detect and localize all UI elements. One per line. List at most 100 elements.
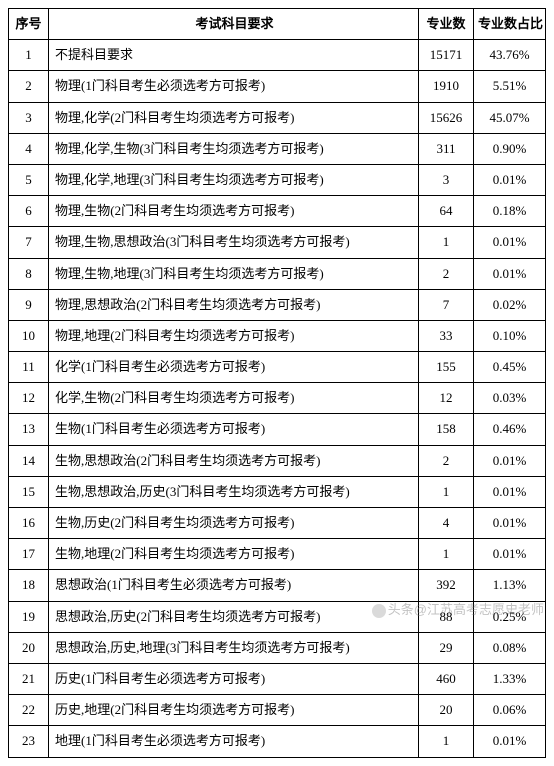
cell-seq: 8	[9, 258, 49, 289]
cell-requirement: 物理,生物,地理(3门科目考生均须选考方可报考)	[49, 258, 419, 289]
table-row: 4物理,化学,生物(3门科目考生均须选考方可报考)3110.90%	[9, 133, 546, 164]
cell-count: 1910	[419, 71, 474, 102]
cell-count: 1	[419, 539, 474, 570]
cell-percent: 1.33%	[474, 663, 546, 694]
cell-percent: 0.01%	[474, 726, 546, 757]
cell-requirement: 化学(1门科目考生必须选考方可报考)	[49, 352, 419, 383]
cell-seq: 6	[9, 196, 49, 227]
cell-count: 15626	[419, 102, 474, 133]
table-row: 15生物,思想政治,历史(3门科目考生均须选考方可报考)10.01%	[9, 476, 546, 507]
cell-seq: 10	[9, 320, 49, 351]
cell-percent: 0.10%	[474, 320, 546, 351]
cell-requirement: 不提科目要求	[49, 40, 419, 71]
table-row: 8物理,生物,地理(3门科目考生均须选考方可报考)20.01%	[9, 258, 546, 289]
cell-count: 311	[419, 133, 474, 164]
cell-seq: 16	[9, 508, 49, 539]
cell-count: 3	[419, 164, 474, 195]
cell-requirement: 生物,历史(2门科目考生均须选考方可报考)	[49, 508, 419, 539]
table-row: 20思想政治,历史,地理(3门科目考生均须选考方可报考)290.08%	[9, 632, 546, 663]
cell-requirement: 物理,地理(2门科目考生均须选考方可报考)	[49, 320, 419, 351]
cell-seq: 20	[9, 632, 49, 663]
cell-percent: 0.02%	[474, 289, 546, 320]
cell-count: 29	[419, 632, 474, 663]
header-percent: 专业数占比	[474, 9, 546, 40]
cell-requirement: 物理,化学(2门科目考生均须选考方可报考)	[49, 102, 419, 133]
table-row: 17生物,地理(2门科目考生均须选考方可报考)10.01%	[9, 539, 546, 570]
table-row: 1不提科目要求1517143.76%	[9, 40, 546, 71]
cell-count: 2	[419, 258, 474, 289]
cell-percent: 0.01%	[474, 164, 546, 195]
cell-seq: 14	[9, 445, 49, 476]
cell-seq: 3	[9, 102, 49, 133]
table-row: 3物理,化学(2门科目考生均须选考方可报考)1562645.07%	[9, 102, 546, 133]
cell-seq: 5	[9, 164, 49, 195]
cell-count: 4	[419, 508, 474, 539]
cell-requirement: 思想政治(1门科目考生必须选考方可报考)	[49, 570, 419, 601]
cell-requirement: 思想政治,历史,地理(3门科目考生均须选考方可报考)	[49, 632, 419, 663]
cell-percent: 0.01%	[474, 445, 546, 476]
cell-count: 155	[419, 352, 474, 383]
cell-count: 2	[419, 445, 474, 476]
cell-percent: 1.13%	[474, 570, 546, 601]
cell-percent: 43.76%	[474, 40, 546, 71]
cell-seq: 19	[9, 601, 49, 632]
cell-seq: 2	[9, 71, 49, 102]
cell-requirement: 物理,生物,思想政治(3门科目考生均须选考方可报考)	[49, 227, 419, 258]
cell-percent: 0.06%	[474, 695, 546, 726]
table-row: 6物理,生物(2门科目考生均须选考方可报考)640.18%	[9, 196, 546, 227]
table-row: 16生物,历史(2门科目考生均须选考方可报考)40.01%	[9, 508, 546, 539]
cell-seq: 21	[9, 663, 49, 694]
table-row: 9物理,思想政治(2门科目考生均须选考方可报考)70.02%	[9, 289, 546, 320]
cell-requirement: 地理(1门科目考生必须选考方可报考)	[49, 726, 419, 757]
header-requirement: 考试科目要求	[49, 9, 419, 40]
cell-percent: 0.08%	[474, 632, 546, 663]
cell-seq: 18	[9, 570, 49, 601]
cell-requirement: 生物,思想政治,历史(3门科目考生均须选考方可报考)	[49, 476, 419, 507]
cell-requirement: 思想政治,历史(2门科目考生均须选考方可报考)	[49, 601, 419, 632]
table-row: 11化学(1门科目考生必须选考方可报考)1550.45%	[9, 352, 546, 383]
cell-percent: 0.45%	[474, 352, 546, 383]
cell-count: 88	[419, 601, 474, 632]
cell-seq: 7	[9, 227, 49, 258]
table-row: 19思想政治,历史(2门科目考生均须选考方可报考)880.25%	[9, 601, 546, 632]
cell-requirement: 生物,思想政治(2门科目考生均须选考方可报考)	[49, 445, 419, 476]
table-row: 18思想政治(1门科目考生必须选考方可报考)3921.13%	[9, 570, 546, 601]
cell-requirement: 物理(1门科目考生必须选考方可报考)	[49, 71, 419, 102]
cell-percent: 0.01%	[474, 508, 546, 539]
cell-percent: 0.01%	[474, 227, 546, 258]
cell-percent: 0.01%	[474, 476, 546, 507]
cell-count: 158	[419, 414, 474, 445]
cell-seq: 9	[9, 289, 49, 320]
cell-count: 64	[419, 196, 474, 227]
cell-percent: 0.18%	[474, 196, 546, 227]
cell-seq: 22	[9, 695, 49, 726]
table-row: 2物理(1门科目考生必须选考方可报考)19105.51%	[9, 71, 546, 102]
cell-requirement: 生物(1门科目考生必须选考方可报考)	[49, 414, 419, 445]
cell-requirement: 物理,化学,地理(3门科目考生均须选考方可报考)	[49, 164, 419, 195]
cell-requirement: 化学,生物(2门科目考生均须选考方可报考)	[49, 383, 419, 414]
cell-count: 460	[419, 663, 474, 694]
table-row: 12化学,生物(2门科目考生均须选考方可报考)120.03%	[9, 383, 546, 414]
cell-seq: 12	[9, 383, 49, 414]
cell-count: 1	[419, 227, 474, 258]
cell-percent: 45.07%	[474, 102, 546, 133]
cell-count: 20	[419, 695, 474, 726]
cell-seq: 23	[9, 726, 49, 757]
cell-percent: 0.25%	[474, 601, 546, 632]
table-row: 21历史(1门科目考生必须选考方可报考)4601.33%	[9, 663, 546, 694]
cell-seq: 13	[9, 414, 49, 445]
cell-seq: 4	[9, 133, 49, 164]
table-row: 23地理(1门科目考生必须选考方可报考)10.01%	[9, 726, 546, 757]
cell-count: 33	[419, 320, 474, 351]
cell-count: 15171	[419, 40, 474, 71]
cell-percent: 5.51%	[474, 71, 546, 102]
table-row: 13生物(1门科目考生必须选考方可报考)1580.46%	[9, 414, 546, 445]
cell-requirement: 历史(1门科目考生必须选考方可报考)	[49, 663, 419, 694]
cell-count: 392	[419, 570, 474, 601]
cell-count: 1	[419, 476, 474, 507]
subject-requirements-table: 序号 考试科目要求 专业数 专业数占比 1不提科目要求1517143.76%2物…	[8, 8, 546, 758]
cell-percent: 0.03%	[474, 383, 546, 414]
header-count: 专业数	[419, 9, 474, 40]
table-row: 7物理,生物,思想政治(3门科目考生均须选考方可报考)10.01%	[9, 227, 546, 258]
cell-percent: 0.46%	[474, 414, 546, 445]
